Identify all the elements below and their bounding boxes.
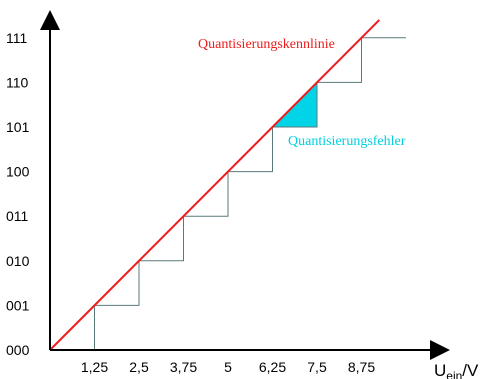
x-tick-label: 5 <box>224 359 232 375</box>
y-tick-label: 111 <box>6 30 27 46</box>
x-tick-label: 7,5 <box>307 359 327 375</box>
y-tick-labels: 000 001 010 011 100 101 110 111 <box>6 30 30 358</box>
annotation-characteristic: Quantisierungskennlinie <box>198 37 335 52</box>
y-tick-label: 110 <box>6 74 29 90</box>
x-tick-label: 2,5 <box>129 359 149 375</box>
x-axis-title-main: U <box>434 361 446 379</box>
ideal-characteristic-line <box>49 19 381 351</box>
x-tick-label: 1,25 <box>81 359 108 375</box>
x-tick-labels: 1,25 2,5 3,75 5 6,25 7,5 8,75 <box>81 359 375 375</box>
x-tick-label: 3,75 <box>170 359 197 375</box>
x-tick-label: 8,75 <box>348 359 375 375</box>
y-tick-label: 001 <box>6 297 30 313</box>
annotation-error: Quantisierungsfehler <box>288 134 406 149</box>
y-tick-label: 000 <box>6 342 30 358</box>
x-axis-title: Uein/V <box>434 361 479 379</box>
staircase-series <box>94 37 406 350</box>
y-tick-label: 010 <box>6 253 30 269</box>
x-axis-title-sub: ein <box>446 369 462 379</box>
x-tick-label: 6,25 <box>259 359 286 375</box>
y-tick-label: 100 <box>6 164 30 180</box>
y-tick-label: 101 <box>6 119 30 135</box>
x-axis-title-unit: /V <box>462 361 479 379</box>
y-tick-label: 011 <box>6 208 29 224</box>
